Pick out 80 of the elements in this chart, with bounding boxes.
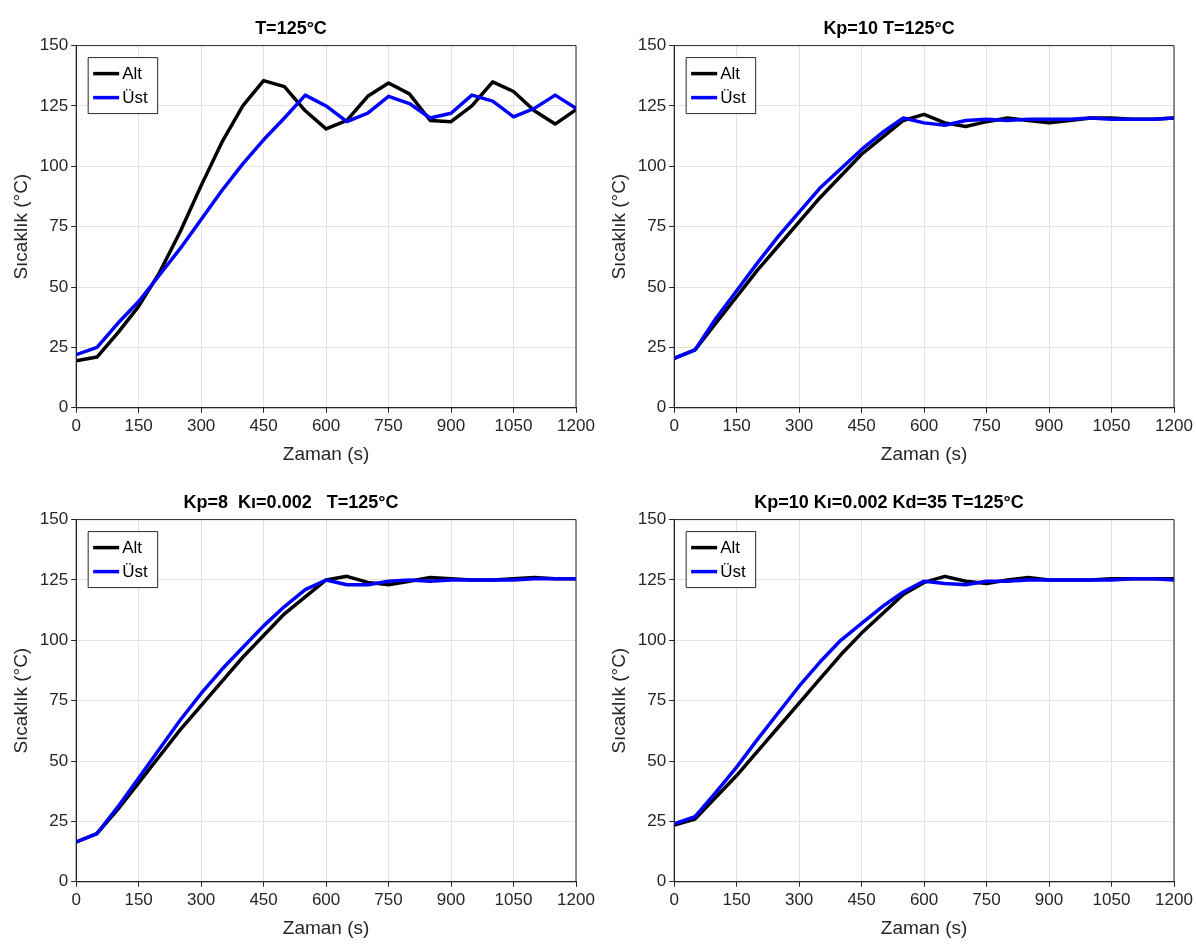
y-tick-label: 125 <box>637 95 667 115</box>
y-tick-label: 100 <box>39 156 69 176</box>
x-tick-label: 150 <box>124 415 153 435</box>
y-tick-label: 75 <box>49 216 69 236</box>
y-tick-label: 50 <box>49 750 69 770</box>
x-tick-label: 150 <box>722 415 751 435</box>
y-tick-label: 0 <box>656 871 667 891</box>
y-tick-label: 150 <box>637 35 667 55</box>
x-tick-label: 300 <box>784 415 814 435</box>
chart-title: Kp=10 T=125°C <box>823 17 955 38</box>
y-tick-label: 25 <box>49 811 69 831</box>
x-tick-label: 600 <box>909 415 939 435</box>
y-axis-title: Sıcaklık (°C) <box>607 173 629 280</box>
x-tick-label: 900 <box>436 415 466 435</box>
x-tick-label: 1050 <box>1092 889 1131 909</box>
y-tick-label: 150 <box>39 509 69 529</box>
x-tick-label: 300 <box>784 889 814 909</box>
y-tick-label: 150 <box>39 35 69 55</box>
y-tick-label: 0 <box>656 397 667 417</box>
legend-label: Alt <box>122 64 143 84</box>
x-tick-label: 450 <box>249 889 278 909</box>
x-tick-label: 600 <box>311 889 341 909</box>
x-tick-label: 1050 <box>1092 415 1131 435</box>
x-tick-label: 150 <box>722 889 751 909</box>
y-axis-title: Sıcaklık (°C) <box>9 647 31 754</box>
y-tick-label: 75 <box>49 690 69 710</box>
x-tick-label: 600 <box>909 889 939 909</box>
y-tick-label: 50 <box>647 276 667 296</box>
y-tick-label: 100 <box>637 156 667 176</box>
x-tick-label: 1200 <box>1155 889 1193 909</box>
x-tick-label: 1200 <box>1155 415 1193 435</box>
y-tick-label: 100 <box>39 630 69 650</box>
y-tick-label: 25 <box>647 337 667 357</box>
y-tick-label: 25 <box>49 337 69 357</box>
x-tick-label: 450 <box>847 415 876 435</box>
y-tick-label: 0 <box>58 871 69 891</box>
x-axis-title: Zaman (s) <box>282 442 370 464</box>
y-tick-label: 50 <box>647 750 667 770</box>
y-tick-label: 50 <box>49 276 69 296</box>
y-axis-title: Sıcaklık (°C) <box>9 173 31 280</box>
y-tick-label: 25 <box>647 811 667 831</box>
x-axis-title: Zaman (s) <box>880 442 968 464</box>
legend-label: Alt <box>720 64 741 84</box>
x-tick-label: 1200 <box>557 415 595 435</box>
y-tick-label: 150 <box>637 509 667 529</box>
legend-label: Üst <box>122 88 148 108</box>
x-tick-label: 150 <box>124 889 153 909</box>
y-tick-label: 0 <box>58 397 69 417</box>
y-tick-label: 75 <box>647 216 667 236</box>
x-tick-label: 750 <box>972 889 1001 909</box>
x-tick-label: 450 <box>249 415 278 435</box>
x-axis-title: Zaman (s) <box>880 916 968 938</box>
x-tick-label: 300 <box>186 415 216 435</box>
legend-label: Üst <box>122 562 148 582</box>
x-tick-label: 750 <box>374 415 403 435</box>
legend-label: Üst <box>720 562 746 582</box>
x-tick-label: 1050 <box>494 889 533 909</box>
legend-label: Alt <box>122 538 143 558</box>
x-tick-label: 1050 <box>494 415 533 435</box>
chart-title: Kp=10 Kı=0.002 Kd=35 T=125°C <box>754 491 1024 512</box>
x-tick-label: 750 <box>374 889 403 909</box>
y-axis-title: Sıcaklık (°C) <box>607 647 629 754</box>
x-tick-label: 600 <box>311 415 341 435</box>
y-tick-label: 125 <box>39 95 69 115</box>
x-axis-title: Zaman (s) <box>282 916 370 938</box>
x-tick-label: 900 <box>1034 415 1064 435</box>
legend-label: Alt <box>720 538 741 558</box>
x-tick-label: 300 <box>186 889 216 909</box>
y-tick-label: 100 <box>637 630 667 650</box>
x-tick-label: 450 <box>847 889 876 909</box>
x-tick-label: 900 <box>436 889 466 909</box>
legend-label: Üst <box>720 88 746 108</box>
chart-title: Kp=8 Kı=0.002 T=125°C <box>183 491 399 512</box>
y-tick-label: 75 <box>647 690 667 710</box>
y-tick-label: 125 <box>39 569 69 589</box>
chart-title: T=125°C <box>255 17 327 38</box>
x-tick-label: 750 <box>972 415 1001 435</box>
x-tick-label: 900 <box>1034 889 1064 909</box>
y-tick-label: 125 <box>637 569 667 589</box>
x-tick-label: 1200 <box>557 889 595 909</box>
